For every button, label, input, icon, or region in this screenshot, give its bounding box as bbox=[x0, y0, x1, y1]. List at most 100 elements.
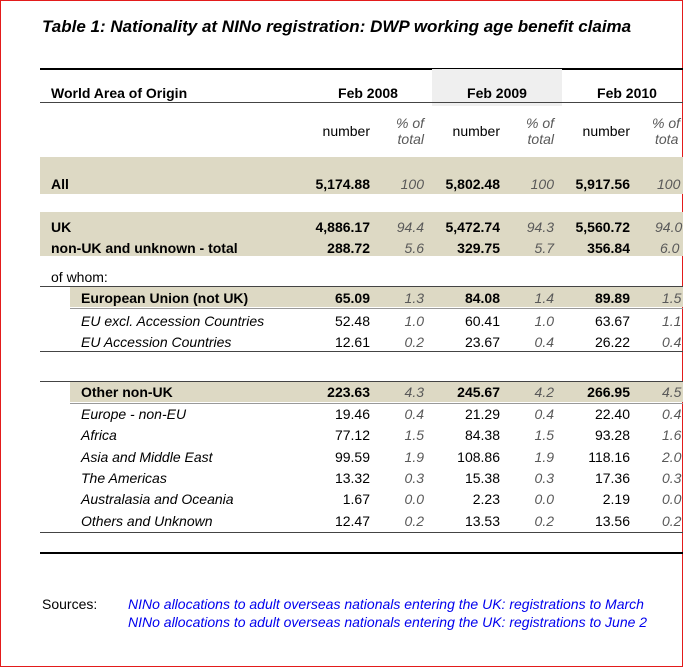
row-europe-pct-2009: 0.4 bbox=[534, 406, 554, 422]
eu-section-end-rule bbox=[40, 351, 683, 352]
row-nonuk-label: non-UK and unknown - total bbox=[51, 240, 238, 256]
header-pct-2009-line2: total bbox=[527, 131, 554, 147]
row-eu-pct-2010: 1.5 bbox=[662, 290, 682, 306]
row-all-pct-2008: 100 bbox=[400, 176, 424, 192]
row-eu-label: European Union (not UK) bbox=[81, 290, 249, 306]
row-americas-number-2008: 13.32 bbox=[334, 470, 370, 486]
row-uk-pct-2008: 94.4 bbox=[396, 219, 424, 235]
row-americas-pct-2008: 0.3 bbox=[404, 470, 424, 486]
row-uk-label: UK bbox=[51, 219, 72, 235]
row-africa-pct-2008: 1.5 bbox=[404, 427, 424, 443]
header-pct-2009-line1: % of bbox=[525, 115, 554, 131]
row-asia-pct-2009: 1.9 bbox=[534, 449, 554, 465]
row-aus-label: Australasia and Oceania bbox=[81, 491, 234, 507]
row-others-number-2008: 12.47 bbox=[334, 513, 370, 529]
uk-rows-shade bbox=[40, 212, 683, 256]
row-nonuk-pct-2008: 5.6 bbox=[404, 240, 424, 256]
row-europe-pct-2010: 0.4 bbox=[662, 406, 682, 422]
row-eu-number-2008: 65.09 bbox=[334, 290, 370, 306]
header-number-2010: number bbox=[582, 123, 630, 139]
row-aus-pct-2010: 0.0 bbox=[662, 491, 682, 507]
row-africa-number-2009: 84.38 bbox=[464, 427, 500, 443]
of-whom-label: of whom: bbox=[51, 269, 108, 285]
row-asia-label: Asia and Middle East bbox=[81, 449, 213, 465]
row-uk-pct-2010: 94.0 bbox=[655, 219, 683, 235]
row-eu-excl-pct-2010: 1.1 bbox=[662, 313, 682, 329]
row-other-pct-2010: 4.5 bbox=[662, 384, 682, 400]
row-eu-acc-number-2009: 23.67 bbox=[464, 334, 500, 350]
row-other-label: Other non-UK bbox=[81, 384, 173, 400]
other-top-rule bbox=[40, 381, 683, 382]
row-americas-number-2009: 15.38 bbox=[464, 470, 500, 486]
row-aus-number-2009: 2.23 bbox=[472, 491, 500, 507]
row-americas-pct-2009: 0.3 bbox=[534, 470, 554, 486]
row-nonuk-number-2009: 329.75 bbox=[457, 240, 500, 256]
row-asia-pct-2010: 2.0 bbox=[662, 449, 682, 465]
row-asia-number-2009: 108.86 bbox=[457, 449, 500, 465]
row-all-pct-2009: 100 bbox=[530, 176, 554, 192]
row-eu-pct-2008: 1.3 bbox=[404, 290, 424, 306]
header-rule bbox=[40, 102, 683, 103]
row-others-label: Others and Unknown bbox=[81, 513, 213, 529]
row-europe-number-2010: 22.40 bbox=[594, 406, 630, 422]
other-row-shade bbox=[70, 381, 683, 402]
row-africa-pct-2010: 1.6 bbox=[662, 427, 682, 443]
row-all-pct-2010: 100 bbox=[657, 176, 681, 192]
row-others-pct-2009: 0.2 bbox=[534, 513, 554, 529]
header-area-label: World Area of Origin bbox=[51, 85, 188, 101]
row-europe-label: Europe - non-EU bbox=[81, 406, 187, 422]
row-eu-acc-pct-2009: 0.4 bbox=[534, 334, 554, 350]
header-period-2008: Feb 2008 bbox=[338, 85, 398, 101]
row-eu-excl-pct-2009: 1.0 bbox=[534, 313, 554, 329]
row-other-number-2009: 245.67 bbox=[457, 384, 500, 400]
row-africa-pct-2009: 1.5 bbox=[534, 427, 554, 443]
row-eu-excl-pct-2008: 1.0 bbox=[404, 313, 424, 329]
row-other-number-2008: 223.63 bbox=[327, 384, 370, 400]
row-uk-pct-2009: 94.3 bbox=[526, 219, 554, 235]
header-period-2010: Feb 2010 bbox=[597, 85, 657, 101]
table-title: Table 1: Nationality at NINo registratio… bbox=[42, 17, 632, 36]
all-row-shade bbox=[40, 157, 683, 194]
row-africa-label: Africa bbox=[81, 427, 117, 443]
row-africa-number-2010: 93.28 bbox=[594, 427, 630, 443]
row-other-number-2010: 266.95 bbox=[587, 384, 630, 400]
row-eu-acc-pct-2010: 0.4 bbox=[662, 334, 682, 350]
row-eu-number-2009: 84.08 bbox=[464, 290, 500, 306]
row-eu-excl-label: EU excl. Accession Countries bbox=[81, 313, 265, 329]
source-link-march[interactable]: NINo allocations to adult overseas natio… bbox=[128, 596, 644, 612]
row-europe-number-2009: 21.29 bbox=[464, 406, 500, 422]
row-nonuk-number-2010: 356.84 bbox=[587, 240, 630, 256]
source-link-june[interactable]: NINo allocations to adult overseas natio… bbox=[128, 614, 648, 630]
body-end-rule bbox=[40, 532, 683, 533]
row-all-number-2009: 5,802.48 bbox=[445, 176, 501, 192]
row-uk-number-2008: 4,886.17 bbox=[315, 219, 371, 235]
row-others-number-2010: 13.56 bbox=[594, 513, 630, 529]
row-nonuk-pct-2009: 5.7 bbox=[534, 240, 554, 256]
row-aus-number-2008: 1.67 bbox=[342, 491, 370, 507]
eu-top-rule bbox=[40, 286, 683, 287]
row-eu-pct-2009: 1.4 bbox=[534, 290, 554, 306]
row-eu-acc-number-2010: 26.22 bbox=[594, 334, 630, 350]
row-all-number-2010: 5,917.56 bbox=[575, 176, 631, 192]
row-nonuk-pct-2010: 6.0 bbox=[660, 240, 680, 256]
table-top-rule bbox=[40, 68, 683, 70]
row-eu-excl-number-2008: 52.48 bbox=[334, 313, 370, 329]
row-other-pct-2009: 4.2 bbox=[534, 384, 554, 400]
sources-label: Sources: bbox=[42, 596, 98, 612]
row-eu-number-2010: 89.89 bbox=[594, 290, 630, 306]
row-aus-pct-2009: 0.0 bbox=[534, 491, 554, 507]
header-pct-2008-line1: % of bbox=[395, 115, 424, 131]
row-nonuk-number-2008: 288.72 bbox=[327, 240, 370, 256]
row-europe-pct-2008: 0.4 bbox=[404, 406, 424, 422]
row-eu-excl-number-2010: 63.67 bbox=[594, 313, 630, 329]
row-americas-number-2010: 17.36 bbox=[594, 470, 630, 486]
eu-row-shade bbox=[70, 286, 683, 307]
header-period-2009: Feb 2009 bbox=[467, 85, 527, 101]
header-pct-2010-line1: % of bbox=[652, 115, 681, 131]
row-aus-number-2010: 2.19 bbox=[602, 491, 630, 507]
row-uk-number-2010: 5,560.72 bbox=[575, 219, 631, 235]
row-aus-pct-2008: 0.0 bbox=[404, 491, 424, 507]
row-other-pct-2008: 4.3 bbox=[404, 384, 424, 400]
row-asia-number-2010: 118.16 bbox=[588, 449, 630, 465]
row-europe-number-2008: 19.46 bbox=[334, 406, 370, 422]
